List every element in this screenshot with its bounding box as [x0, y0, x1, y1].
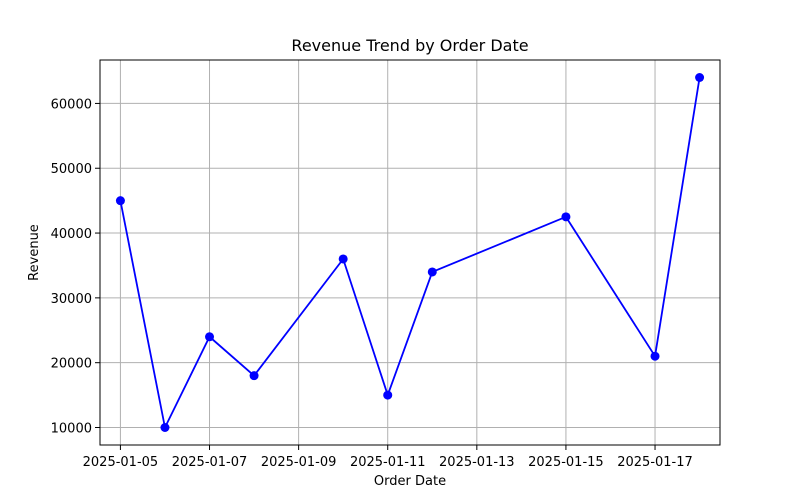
- x-tick-label: 2025-01-15: [528, 455, 604, 470]
- data-point-marker: [561, 212, 571, 222]
- data-point-marker: [249, 371, 259, 381]
- revenue-series-line: [119, 77, 701, 431]
- data-point-marker: [695, 73, 705, 82]
- data-point-marker: [160, 423, 170, 432]
- data-point-marker: [115, 196, 125, 206]
- data-point-marker: [427, 267, 437, 277]
- plot-area-frame: [99, 59, 721, 446]
- x-tick-label: 2025-01-05: [83, 455, 159, 470]
- data-point-marker: [338, 254, 348, 264]
- data-point-marker: [383, 390, 393, 400]
- y-tick-label: 50000: [51, 162, 92, 177]
- axis-ticks: 2025-01-05 2025-01-07 2025-01-09 2025-01-11…: [51, 97, 693, 470]
- y-tick-label: 10000: [51, 422, 92, 437]
- y-tick-label: 40000: [51, 227, 92, 242]
- x-tick-label: 2025-01-17: [617, 455, 693, 470]
- y-tick-label: 20000: [51, 357, 92, 372]
- y-axis-label: Revenue: [27, 224, 42, 281]
- series-layer: [115, 73, 705, 432]
- data-point-marker: [650, 351, 660, 361]
- x-tick-label: 2025-01-07: [172, 455, 248, 470]
- chart-title: Revenue Trend by Order Date: [291, 36, 528, 55]
- data-point-marker: [205, 332, 215, 342]
- grid-lines: [100, 60, 720, 445]
- x-tick-label: 2025-01-13: [439, 455, 515, 470]
- x-tick-label: 2025-01-09: [261, 455, 337, 470]
- y-tick-label: 30000: [51, 292, 92, 307]
- x-axis-label: Order Date: [374, 474, 446, 489]
- y-tick-label: 60000: [51, 97, 92, 112]
- x-tick-label: 2025-01-11: [350, 455, 426, 470]
